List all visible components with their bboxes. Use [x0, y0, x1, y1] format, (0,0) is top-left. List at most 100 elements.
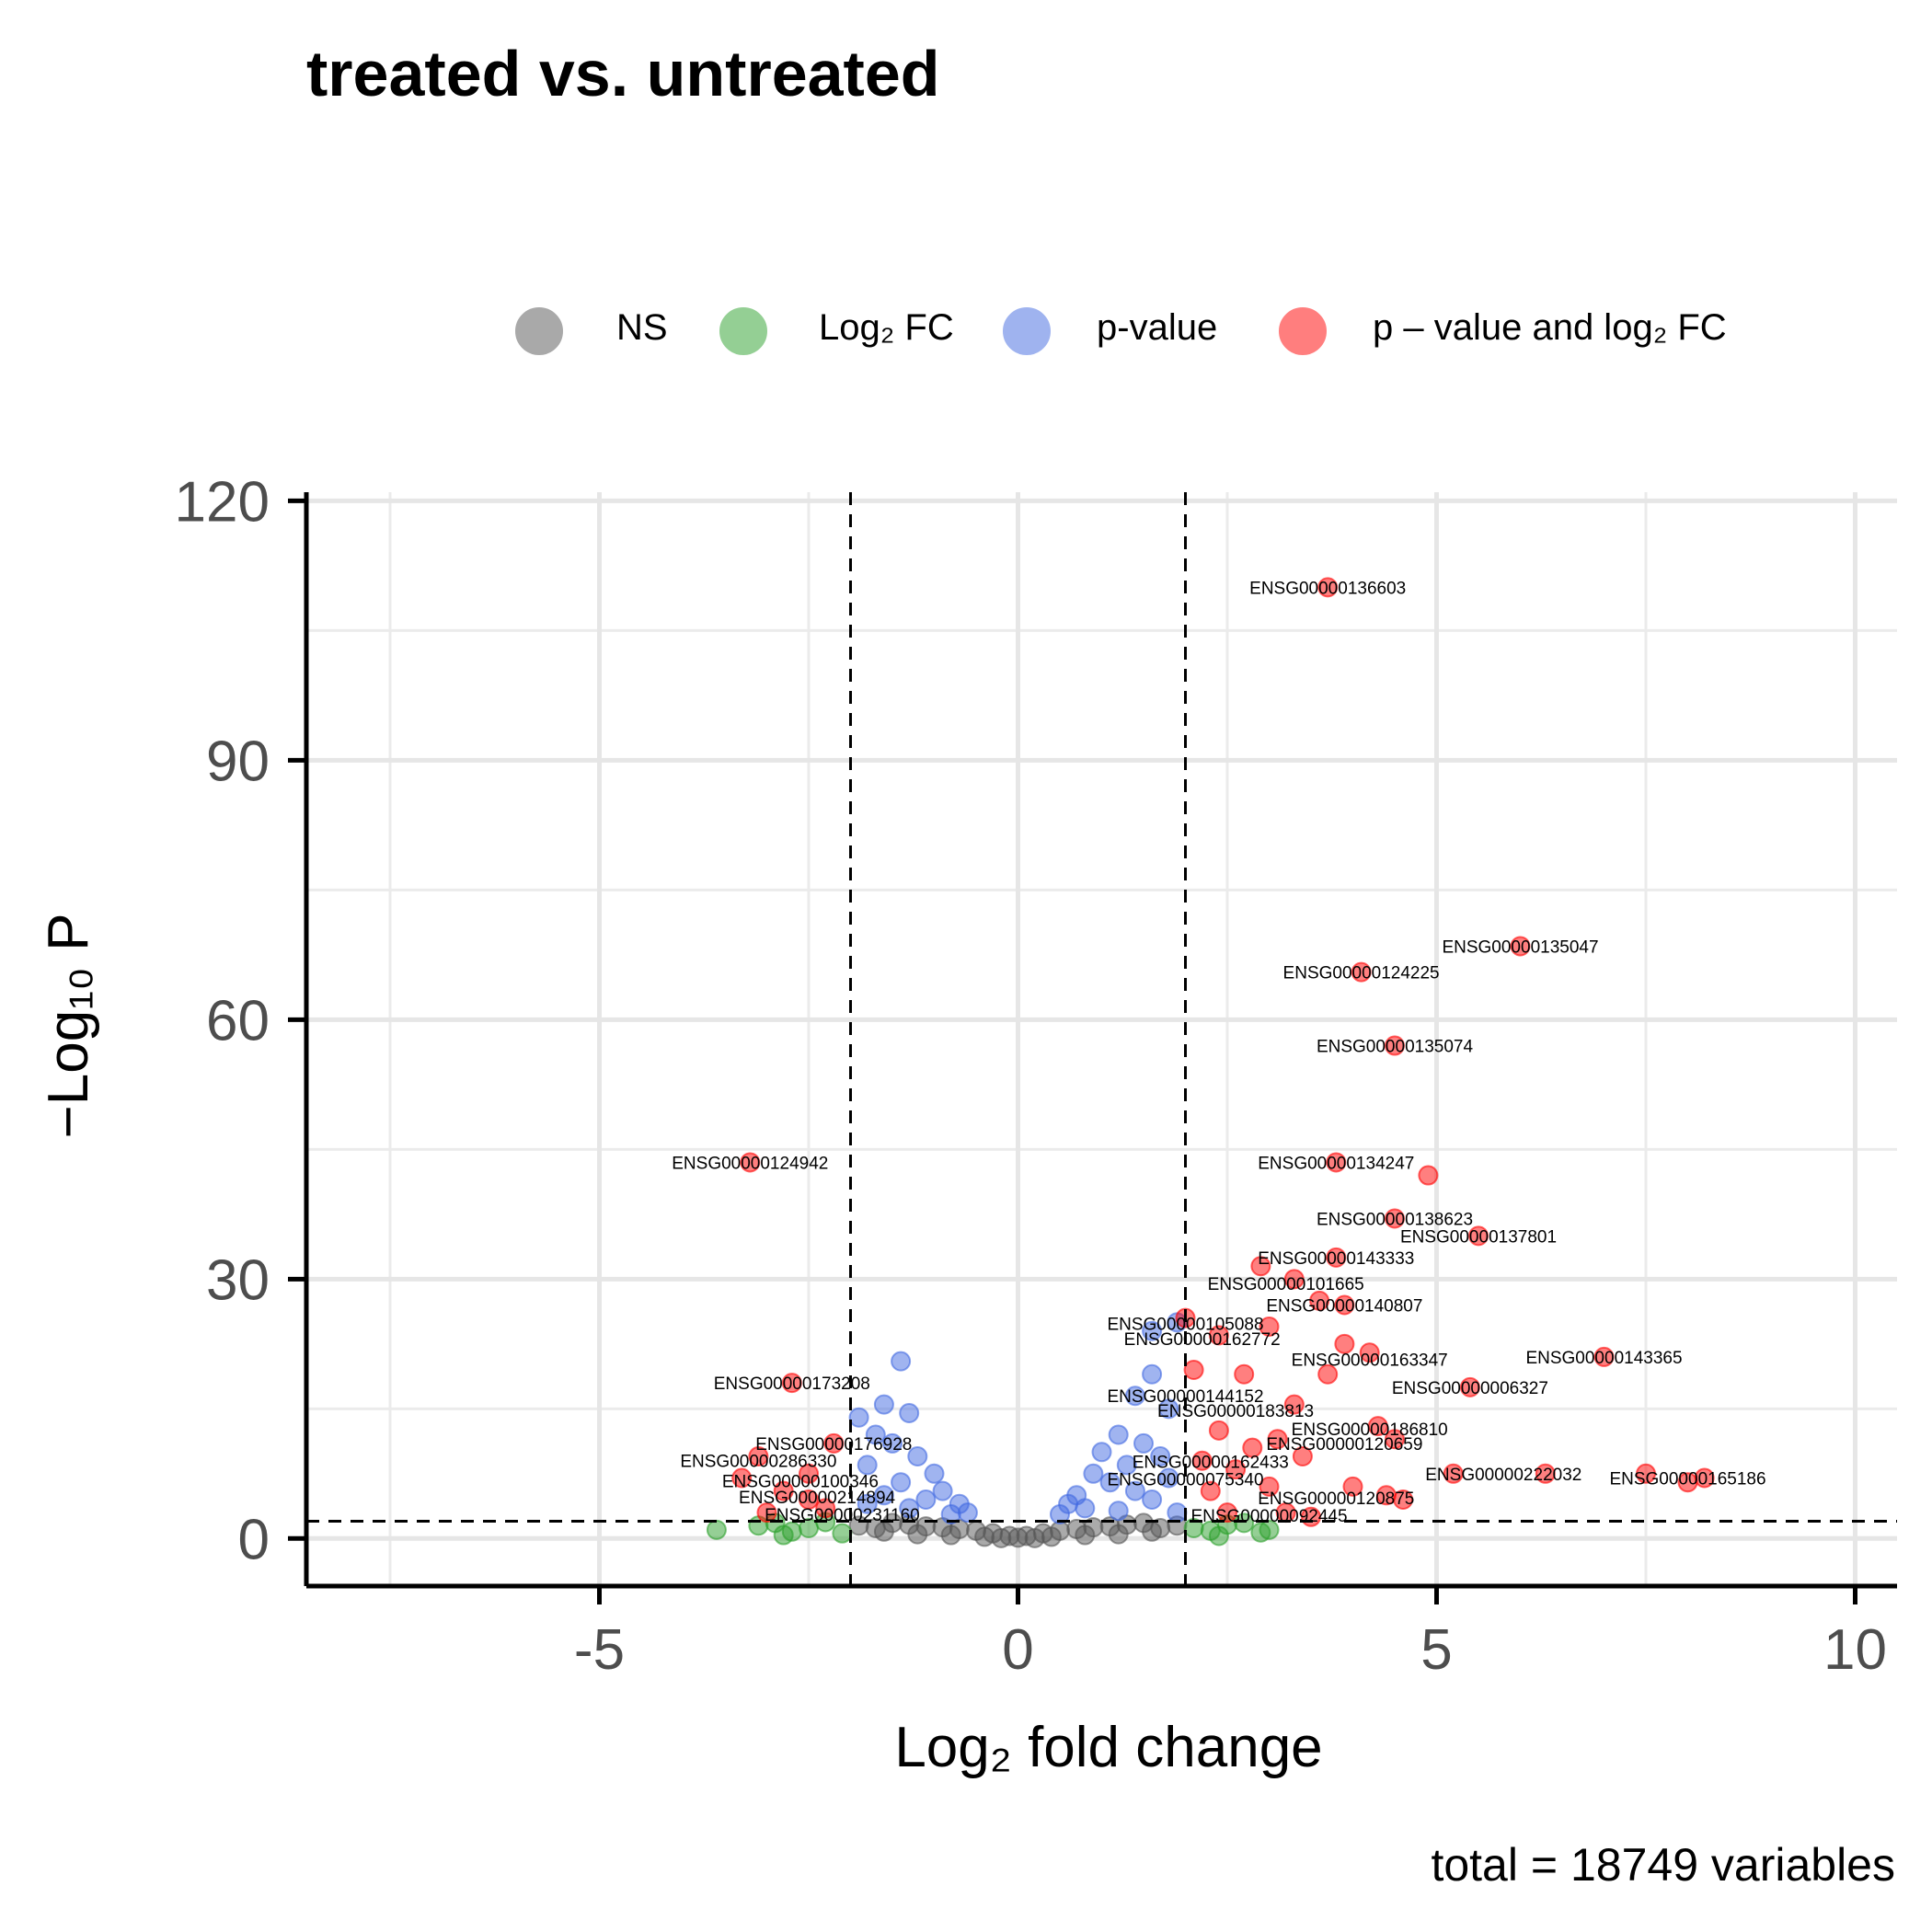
data-point-series-2: [1075, 1498, 1096, 1519]
gene-label: ENSG00000138623: [1317, 1211, 1473, 1230]
data-point-series-2: [1142, 1363, 1163, 1385]
data-point-series-3: [1191, 1450, 1213, 1471]
data-point-series-2: [1150, 1446, 1171, 1467]
data-point-series-2: [932, 1480, 953, 1501]
data-point-series-3: [1535, 1463, 1556, 1484]
data-point-series-2: [924, 1463, 945, 1484]
axes: 0 30 60 90 120 -5 0 5 10: [175, 470, 1897, 1682]
grid-lines: [306, 492, 1897, 1586]
data-point-series-0: [991, 1527, 1012, 1548]
data-point-series-1: [773, 1524, 794, 1546]
gene-label: ENSG00000183813: [1157, 1402, 1314, 1421]
data-point-series-3: [1351, 961, 1372, 983]
data-point-series-3: [1593, 1346, 1615, 1367]
legend-label-log2fc: Log₂ FC: [819, 307, 954, 348]
data-point-series-3: [1326, 1247, 1347, 1268]
gene-label: ENSG00000075340: [1107, 1470, 1263, 1489]
y-tick-label: 120: [175, 470, 270, 534]
y-tick-label: 0: [238, 1508, 270, 1571]
cutoff-lines: [306, 492, 1897, 1586]
gene-label: ENSG00000143365: [1525, 1349, 1682, 1368]
data-point-series-3: [756, 1502, 777, 1524]
gene-label: ENSG00000140807: [1266, 1297, 1422, 1317]
gene-label: ENSG00000162433: [1133, 1454, 1289, 1473]
data-point-series-2: [1142, 1320, 1163, 1341]
gene-label: ENSG00000136603: [1249, 579, 1406, 598]
data-point-series-1: [1208, 1525, 1229, 1547]
data-point-series-2: [899, 1498, 920, 1519]
data-point-series-3: [1208, 1325, 1229, 1346]
data-point-series-2: [1167, 1502, 1188, 1524]
data-point-series-3: [748, 1446, 769, 1467]
legend-label-pvalue: p-value: [1097, 307, 1218, 348]
data-point-series-2: [857, 1493, 878, 1514]
data-point-series-0: [1024, 1527, 1045, 1548]
gene-label: ENSG00000163347: [1292, 1351, 1448, 1371]
gene-label: ENSG00000105088: [1107, 1315, 1263, 1334]
data-point-series-3: [1359, 1342, 1380, 1363]
gene-label: ENSG00000286330: [680, 1453, 836, 1472]
gene-label: ENSG00000134247: [1258, 1154, 1414, 1173]
data-point-series-2: [957, 1502, 978, 1524]
gene-label: ENSG00000186810: [1292, 1420, 1448, 1440]
data-point-series-3: [1217, 1502, 1237, 1524]
data-point-series-3: [1385, 1208, 1405, 1229]
data-point-series-3: [773, 1480, 794, 1501]
caption: total = 18749 variables: [1431, 1839, 1895, 1891]
gene-label: ENSG00000231160: [765, 1506, 920, 1525]
data-point-series-3: [1183, 1360, 1204, 1381]
gene-label: ENSG00000124225: [1283, 964, 1440, 983]
data-point-series-3: [1334, 1294, 1355, 1316]
data-point-series-2: [1050, 1503, 1070, 1524]
data-point-series-3: [1393, 1489, 1414, 1511]
gene-label: ENSG00000120875: [1258, 1489, 1414, 1509]
data-point-series-3: [740, 1152, 761, 1173]
data-point-series-1: [706, 1519, 727, 1540]
gene-label: ENSG00000092445: [1190, 1507, 1347, 1526]
legend-swatch-pvalue-and-log2fc: [1279, 307, 1327, 355]
x-tick-label: -5: [574, 1618, 625, 1682]
gene-label: ENSG00000176928: [755, 1435, 912, 1455]
data-point-series-2: [1108, 1501, 1129, 1522]
data-point-series-2: [1083, 1463, 1104, 1484]
data-point-series-2: [891, 1472, 912, 1493]
data-point-series-2: [1124, 1386, 1145, 1407]
data-point-series-3: [1326, 1152, 1347, 1173]
data-point-series-3: [1317, 1363, 1339, 1385]
data-point-series-3: [1459, 1376, 1480, 1397]
gene-label: ENSG00000144152: [1107, 1387, 1263, 1407]
data-point-series-3: [1385, 1429, 1405, 1450]
gene-label: ENSG00000101665: [1208, 1275, 1364, 1294]
data-point-series-3: [815, 1498, 836, 1519]
data-point-series-3: [1636, 1463, 1656, 1484]
data-point-series-3: [1208, 1420, 1229, 1441]
data-point-series-2: [1133, 1432, 1154, 1454]
data-point-series-2: [915, 1489, 937, 1511]
x-tick-label: 10: [1823, 1618, 1887, 1682]
gene-label: ENSG00000165186: [1609, 1470, 1765, 1489]
data-point-series-1: [1234, 1512, 1255, 1534]
legend-label-ns: NS: [616, 307, 668, 348]
data-point-series-3: [1443, 1463, 1464, 1484]
data-point-series-3: [1259, 1317, 1280, 1338]
data-point-series-0: [907, 1524, 928, 1545]
data-point-series-3: [1367, 1416, 1388, 1437]
data-point-series-2: [857, 1455, 878, 1476]
gene-label: ENSG00000124942: [672, 1154, 828, 1173]
data-point-series-1: [1259, 1519, 1280, 1540]
data-point-series-3: [1334, 1333, 1355, 1354]
data-point-series-2: [873, 1394, 894, 1415]
gene-label: ENSG00000006327: [1392, 1379, 1548, 1398]
data-point-series-3: [823, 1432, 845, 1454]
data-point-series-3: [1418, 1165, 1439, 1186]
gene-label: ENSG00000162772: [1124, 1330, 1281, 1350]
data-point-series-2: [1099, 1472, 1121, 1493]
data-point-series-3: [799, 1463, 819, 1484]
data-point-series-2: [1158, 1467, 1179, 1489]
data-point-series-0: [1041, 1526, 1062, 1547]
data-point-series-0: [1142, 1521, 1163, 1542]
data-point-series-2: [899, 1403, 920, 1424]
data-point-series-2: [1108, 1424, 1129, 1445]
